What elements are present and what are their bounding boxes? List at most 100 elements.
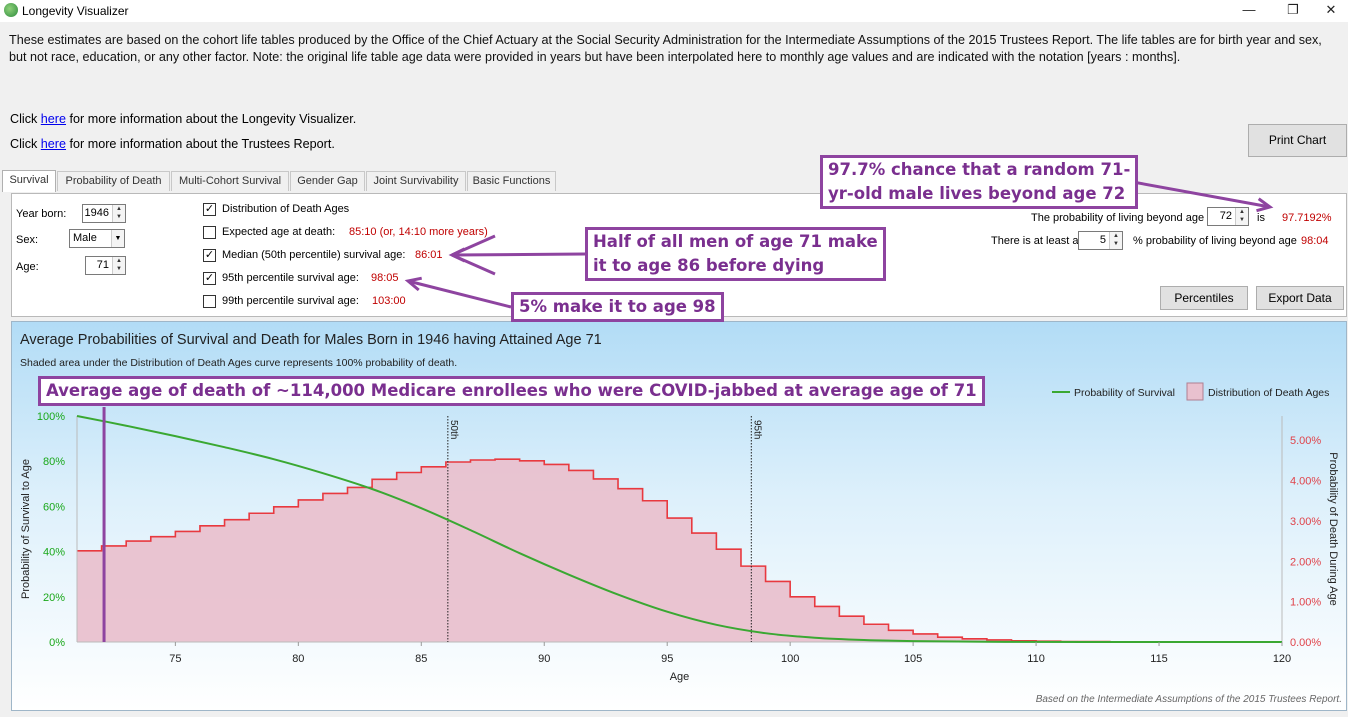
- age-label: Age:: [16, 261, 39, 273]
- beyond-age-value: 72: [1219, 210, 1232, 222]
- x-tick-label: 110: [1027, 653, 1045, 665]
- window-titlebar: Longevity Visualizer — ❐ ✕: [0, 0, 1348, 22]
- chart-subtitle: Shaded area under the Distribution of De…: [20, 357, 457, 369]
- x-axis-label: Age: [670, 671, 690, 683]
- x-tick-label: 105: [904, 653, 922, 665]
- minimize-button[interactable]: —: [1242, 2, 1256, 17]
- link-suffix: for more information about the Trustees …: [66, 137, 335, 151]
- age-spinner[interactable]: 71 ▲ ▼: [85, 256, 126, 275]
- percentiles-button[interactable]: Percentiles: [1160, 286, 1248, 310]
- expected-age-label: Expected age at death:: [222, 226, 336, 238]
- tab-gender-gap[interactable]: Gender Gap: [290, 171, 365, 191]
- percentile-marker-label: 50th: [448, 420, 459, 439]
- y-right-tick-label: 3.00%: [1290, 516, 1321, 528]
- y-right-tick-label: 2.00%: [1290, 556, 1321, 568]
- chevron-down-icon: ▼: [111, 230, 124, 247]
- legend-death-label: Distribution of Death Ages: [1208, 387, 1329, 399]
- p99-checkbox[interactable]: [203, 295, 216, 308]
- window-title: Longevity Visualizer: [22, 4, 129, 18]
- x-tick-label: 80: [292, 653, 304, 665]
- y-left-tick-label: 80%: [43, 456, 65, 468]
- app-icon: [4, 3, 18, 17]
- annotation-line: 5% make it to age 98: [519, 297, 716, 316]
- x-tick-label: 95: [661, 653, 673, 665]
- annotation-medicare: Average age of death of ~114,000 Medicar…: [38, 376, 985, 406]
- survival-chart: Average Probabilities of Survival and De…: [20, 332, 1342, 705]
- year-born-spinner[interactable]: 1946 ▲ ▼: [82, 204, 126, 223]
- chart-title: Average Probabilities of Survival and De…: [20, 332, 602, 348]
- year-label: Year born:: [16, 208, 67, 220]
- link-prefix: Click: [10, 137, 41, 151]
- spinner-arrows-icon[interactable]: ▲ ▼: [112, 257, 125, 274]
- spinner-arrows-icon[interactable]: ▲ ▼: [1235, 208, 1248, 225]
- beyond-age-spinner[interactable]: 72 ▲ ▼: [1207, 207, 1249, 226]
- annotation-median: Half of all men of age 71 make it to age …: [585, 227, 886, 281]
- x-tick-label: 90: [538, 653, 550, 665]
- is-label: is: [1257, 212, 1265, 224]
- tab-joint-survivability[interactable]: Joint Survivability: [366, 171, 466, 191]
- trustees-info-link[interactable]: here: [40, 137, 67, 151]
- link-line-visualizer: Click here for more information about th…: [10, 112, 356, 126]
- p95-label: 95th percentile survival age:: [222, 272, 359, 284]
- spinner-arrows-icon[interactable]: ▲ ▼: [112, 205, 125, 222]
- sex-label: Sex:: [16, 234, 39, 246]
- percent-spinner[interactable]: 5 ▲ ▼: [1078, 231, 1123, 250]
- y-left-axis-label: Probability of Survival to Age: [20, 459, 32, 599]
- percent-beyond-value: 98:04: [1301, 235, 1329, 247]
- percent-beyond-label: % probability of living beyond age: [1133, 235, 1297, 247]
- link-prefix: Click: [10, 112, 41, 126]
- tab-multi-cohort-survival[interactable]: Multi-Cohort Survival: [171, 171, 289, 191]
- y-left-tick-label: 40%: [43, 547, 65, 559]
- age-value: 71: [96, 259, 109, 271]
- maximize-button[interactable]: ❐: [1287, 2, 1299, 17]
- spinner-arrows-icon[interactable]: ▲ ▼: [1109, 232, 1122, 249]
- x-tick-label: 115: [1150, 653, 1168, 665]
- close-button[interactable]: ✕: [1325, 2, 1337, 17]
- x-tick-label: 100: [781, 653, 799, 665]
- link-suffix: for more information about the Longevity…: [66, 112, 357, 126]
- median-checkbox[interactable]: ✓: [203, 249, 216, 262]
- percentile-marker-label: 95th: [751, 420, 762, 439]
- export-data-button[interactable]: Export Data: [1256, 286, 1344, 310]
- expected-age-value: 85:10 (or, 14:10 more years): [349, 226, 488, 238]
- annotation-line: Average age of death of ~114,000 Medicar…: [46, 381, 977, 400]
- survival-curve: [76, 415, 1283, 644]
- annotation-line: it to age 86 before dying: [593, 256, 825, 275]
- annotation-beyond-72: 97.7% chance that a random 71- yr-old mal…: [820, 155, 1139, 209]
- expected-age-checkbox[interactable]: [203, 226, 216, 239]
- prob-beyond-value: 97.7192%: [1282, 212, 1332, 224]
- visualizer-info-link[interactable]: here: [40, 112, 67, 126]
- tab-probability-of-death[interactable]: Probability of Death: [57, 171, 170, 191]
- distribution-checkbox[interactable]: ✓: [203, 203, 216, 216]
- annotation-line: Half of all men of age 71 make: [593, 232, 878, 251]
- y-right-tick-label: 5.00%: [1290, 435, 1321, 447]
- legend-survival-label: Probability of Survival: [1074, 387, 1175, 399]
- annotation-line: 97.7% chance that a random 71-: [828, 160, 1131, 179]
- death-distribution-area: [77, 459, 1282, 642]
- year-value: 1946: [84, 207, 109, 219]
- x-tick-label: 75: [169, 653, 181, 665]
- legend-death-swatch: [1186, 382, 1204, 401]
- x-tick-label: 120: [1273, 653, 1291, 665]
- at-least-label: There is at least a: [991, 235, 1079, 247]
- intro-text: These estimates are based on the cohort …: [9, 33, 1322, 64]
- prob-beyond-label: The probability of living beyond age: [1031, 212, 1205, 224]
- annotation-line: yr-old male lives beyond age 72: [828, 184, 1126, 203]
- percent-value: 5: [1099, 234, 1106, 246]
- median-value: 86:01: [415, 249, 443, 261]
- median-label: Median (50th percentile) survival age:: [222, 249, 406, 261]
- p95-value: 98:05: [371, 272, 399, 284]
- p99-value: 103:00: [372, 295, 406, 307]
- annotation-p95: 5% make it to age 98: [511, 292, 724, 322]
- y-right-tick-label: 1.00%: [1290, 597, 1321, 609]
- sex-value: Male: [73, 232, 97, 244]
- tab-survival[interactable]: Survival: [2, 170, 56, 192]
- sex-select[interactable]: Male ▼: [69, 229, 125, 248]
- print-chart-button[interactable]: Print Chart: [1248, 124, 1347, 157]
- link-line-trustees: Click here for more information about th…: [10, 137, 335, 151]
- y-left-tick-label: 100%: [37, 411, 65, 423]
- tab-basic-functions[interactable]: Basic Functions: [467, 171, 556, 191]
- y-left-tick-label: 0%: [49, 637, 65, 649]
- p95-checkbox[interactable]: ✓: [203, 272, 216, 285]
- y-left-tick-label: 20%: [43, 592, 65, 604]
